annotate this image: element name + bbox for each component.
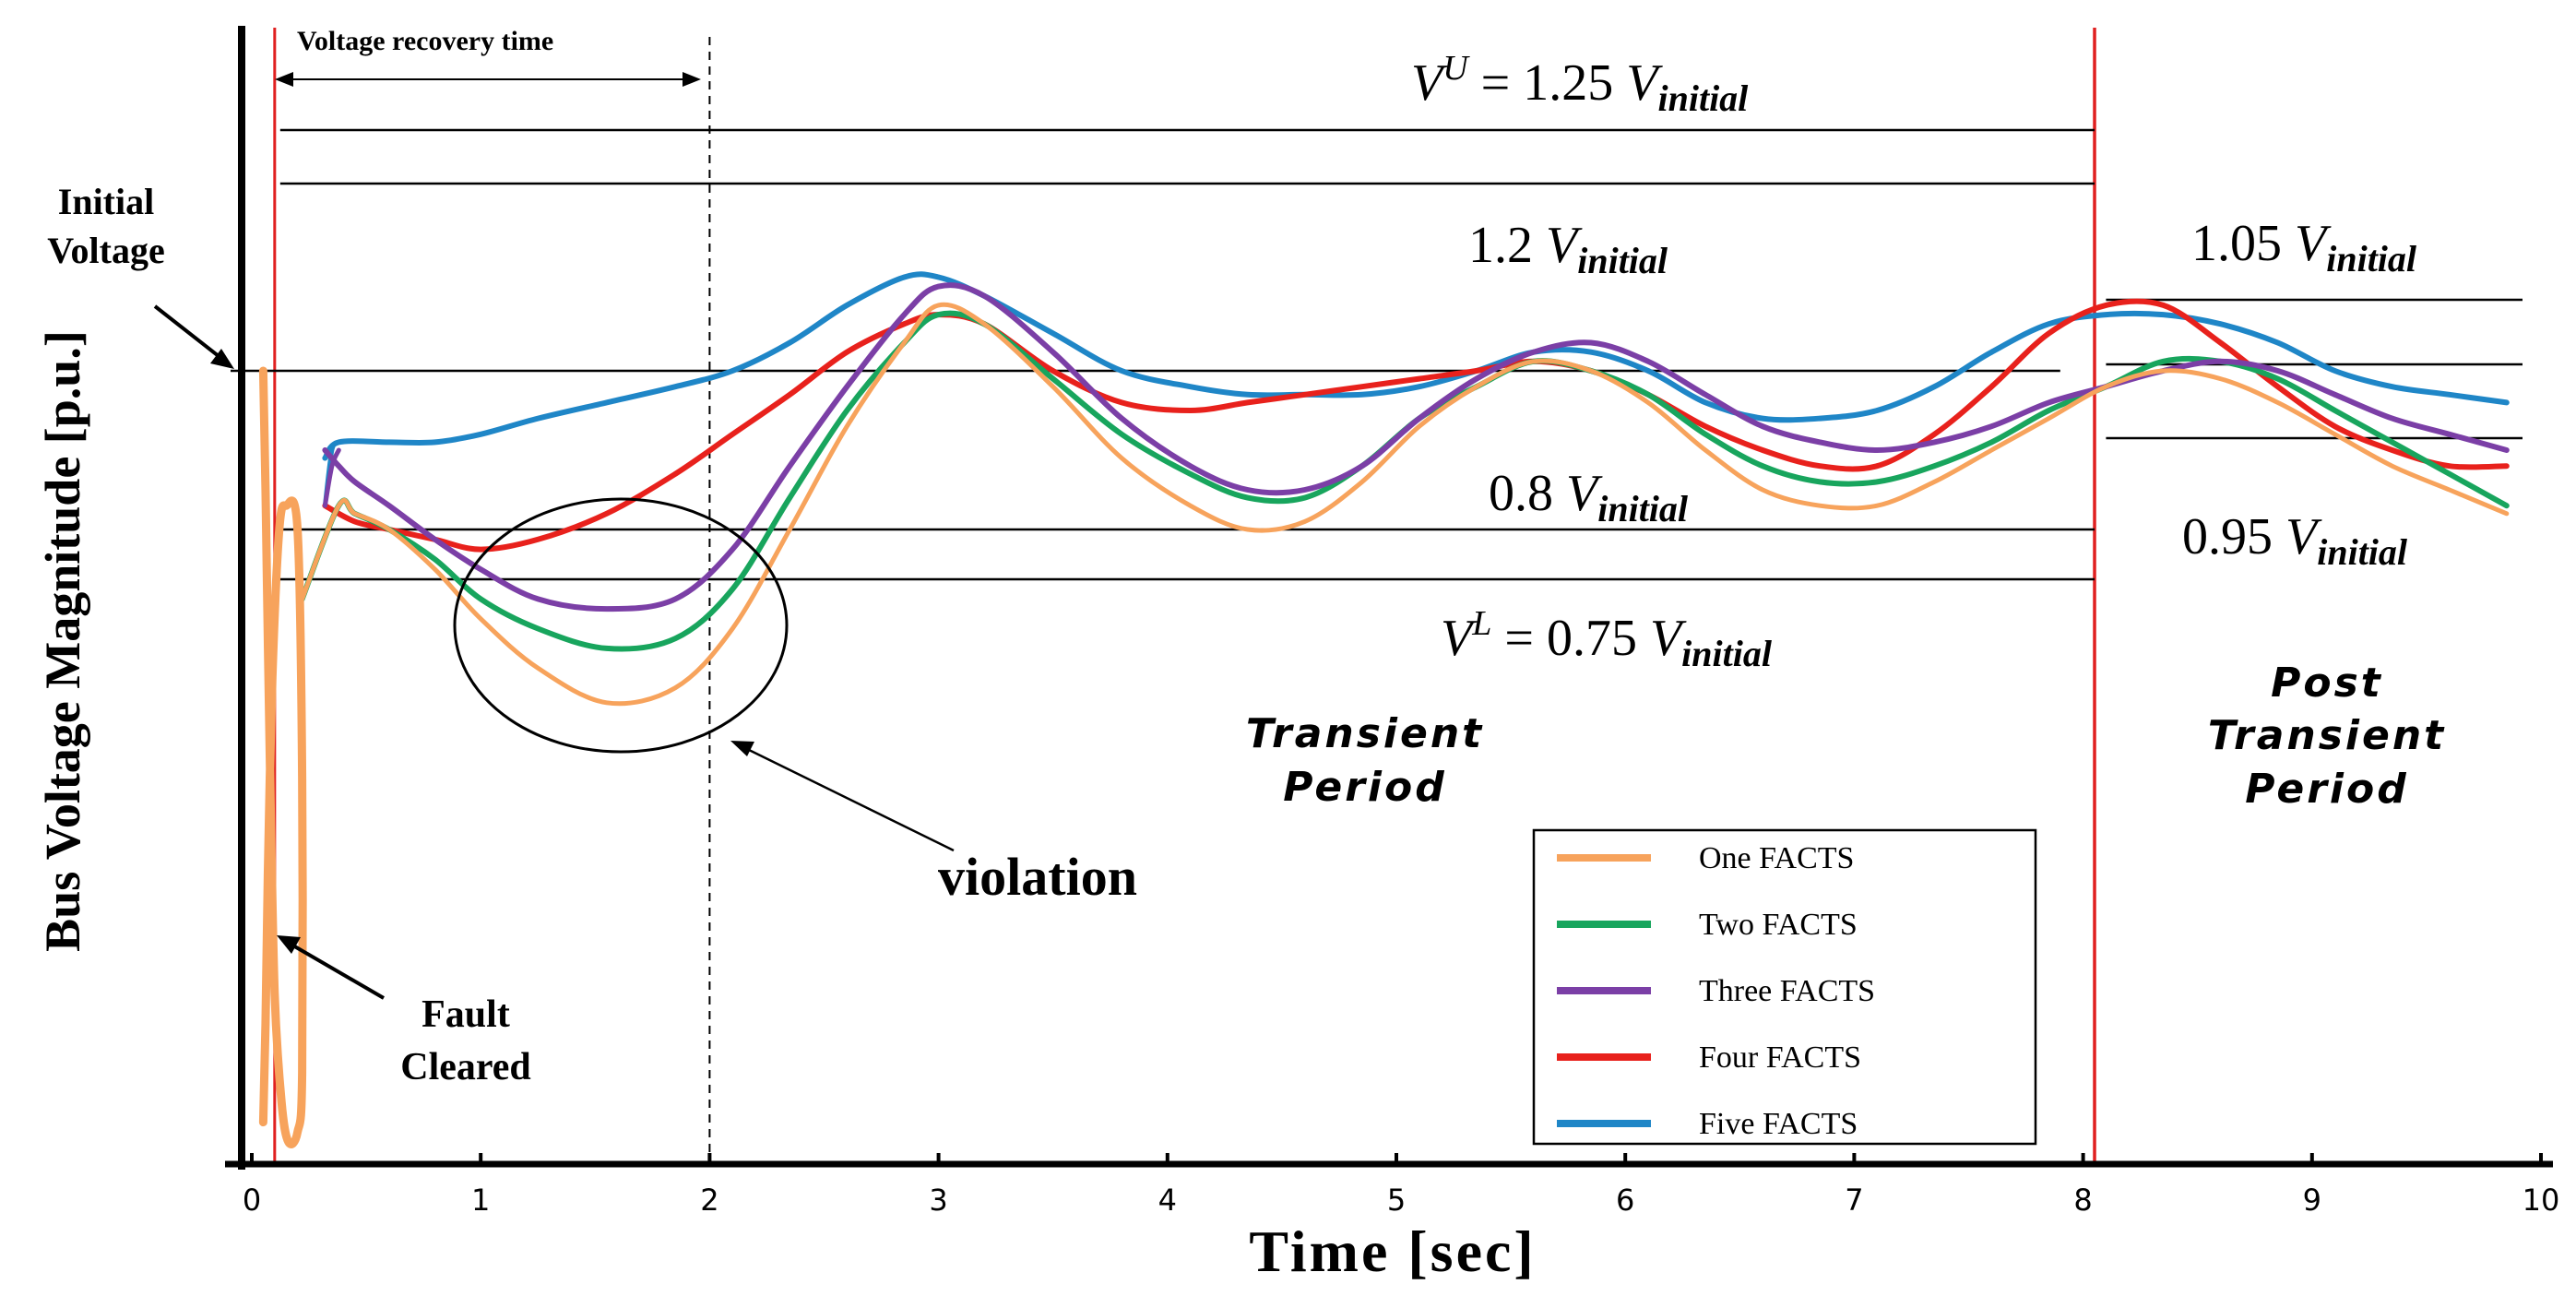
label-v12-coef: 1.2 — [1468, 217, 1546, 274]
fault-cleared-label-1: Fault — [421, 993, 510, 1036]
label-v105-subscript: initial — [2326, 238, 2417, 279]
label-v105-coef: 1.05 — [2191, 215, 2295, 272]
label-v105-v: V — [2295, 215, 2332, 272]
series-line-five-facts — [322, 271, 2510, 461]
series-line-three-facts — [322, 282, 2510, 612]
labels: Time [sec]Bus Voltage Magnitude [p.u.]VU… — [35, 26, 2446, 1284]
label-v12-v: V — [1546, 217, 1583, 274]
fault-cleared-arrow-head — [277, 935, 301, 954]
label-vl-superscript: L — [1471, 604, 1491, 643]
recovery-time-label: Voltage recovery time — [297, 26, 553, 56]
post-transient-label-2: Transient — [2208, 712, 2446, 759]
y-axis-title: Bus Voltage Magnitude [p.u.] — [35, 330, 90, 952]
label-v08-subscript: initial — [1597, 488, 1689, 529]
series-layer — [258, 271, 2510, 1148]
label-v08-v: V — [1566, 465, 1603, 522]
label-vu-v: V — [1626, 54, 1663, 112]
label-v095-subscript: initial — [2317, 531, 2408, 573]
label-vu-subscript: initial — [1657, 77, 1749, 119]
initial-voltage-arrow-head — [210, 349, 234, 369]
fault-cleared-arrow-line — [290, 943, 386, 1000]
label-vu: VU = 1.25 Vinitial — [1411, 49, 1749, 119]
post-transient-label-3: Period — [2245, 766, 2408, 813]
legend-label-one-facts: One FACTS — [1699, 841, 1854, 875]
legend-label-two-facts: Two FACTS — [1699, 908, 1858, 942]
series-line-four-facts — [322, 298, 2510, 553]
x-tick-label-8: 8 — [2073, 1183, 2092, 1218]
fault-transient-three-facts — [322, 447, 341, 508]
label-vu-superscript: U — [1442, 49, 1470, 88]
x-tick-label-2: 2 — [700, 1183, 718, 1218]
label-v12-subscript: initial — [1577, 240, 1668, 281]
x-tick-label-3: 3 — [929, 1183, 947, 1218]
recovery-time-arrow-right — [683, 72, 701, 87]
label-vu-eq: = 1.25 — [1468, 54, 1627, 112]
threshold-lines — [231, 128, 2523, 581]
initial-voltage-label-1: Initial — [58, 181, 154, 222]
label-v12: 1.2 Vinitial — [1468, 217, 1668, 281]
label-v08-coef: 0.8 — [1489, 465, 1566, 522]
label-vl-base: V — [1441, 610, 1478, 667]
violation-label: violation — [938, 847, 1137, 907]
x-tick-label-7: 7 — [1845, 1183, 1863, 1218]
legend-label-three-facts: Three FACTS — [1699, 974, 1875, 1008]
fault-cleared-label-2: Cleared — [400, 1046, 531, 1088]
label-v095-coef: 0.95 — [2182, 508, 2285, 565]
series-line-one-facts — [300, 302, 2510, 707]
transient-period-label-1: Transient — [1246, 710, 1484, 757]
x-tick-label-0: 0 — [243, 1183, 261, 1218]
x-tick-label-1: 1 — [471, 1183, 490, 1218]
legend-label-five-facts: Five FACTS — [1699, 1107, 1858, 1141]
violation-arrow-head — [730, 741, 754, 756]
label-vl-subscript: initial — [1681, 633, 1773, 674]
label-vl-eq: = 0.75 — [1491, 610, 1650, 667]
post-transient-label-1: Post — [2271, 660, 2383, 707]
label-v095-v: V — [2285, 508, 2322, 565]
violation-ellipse — [453, 497, 789, 754]
x-tick-label-4: 4 — [1158, 1183, 1177, 1218]
fault-transient-one-facts — [258, 366, 307, 1148]
legend-label-four-facts: Four FACTS — [1699, 1040, 1861, 1075]
x-tick-label-9: 9 — [2303, 1183, 2321, 1218]
initial-voltage-label-2: Voltage — [47, 230, 164, 271]
x-tick-label-10: 10 — [2523, 1183, 2560, 1218]
x-tick-label-6: 6 — [1616, 1183, 1634, 1218]
transient-period-label-2: Period — [1283, 764, 1446, 811]
recovery-time-arrow-left — [275, 72, 293, 87]
label-vl-v: V — [1650, 610, 1687, 667]
label-v095: 0.95 Vinitial — [2182, 508, 2408, 573]
x-ticks: 0 1 2 3 4 5 6 7 8 9 10 — [243, 1153, 2560, 1218]
axes — [225, 26, 2553, 1170]
x-tick-label-5: 5 — [1387, 1183, 1406, 1218]
violation-arrow-line — [746, 747, 955, 852]
initial-voltage-arrow-line — [153, 304, 225, 362]
label-vl: VL = 0.75 Vinitial — [1441, 604, 1773, 674]
x-axis-title: Time [sec] — [1249, 1219, 1536, 1284]
label-v105: 1.05 Vinitial — [2191, 215, 2417, 279]
label-v08: 0.8 Vinitial — [1489, 465, 1689, 529]
legend: One FACTS Two FACTS Three FACTS Four FACTS F… — [1532, 828, 2037, 1146]
label-vu-base: V — [1411, 54, 1448, 112]
